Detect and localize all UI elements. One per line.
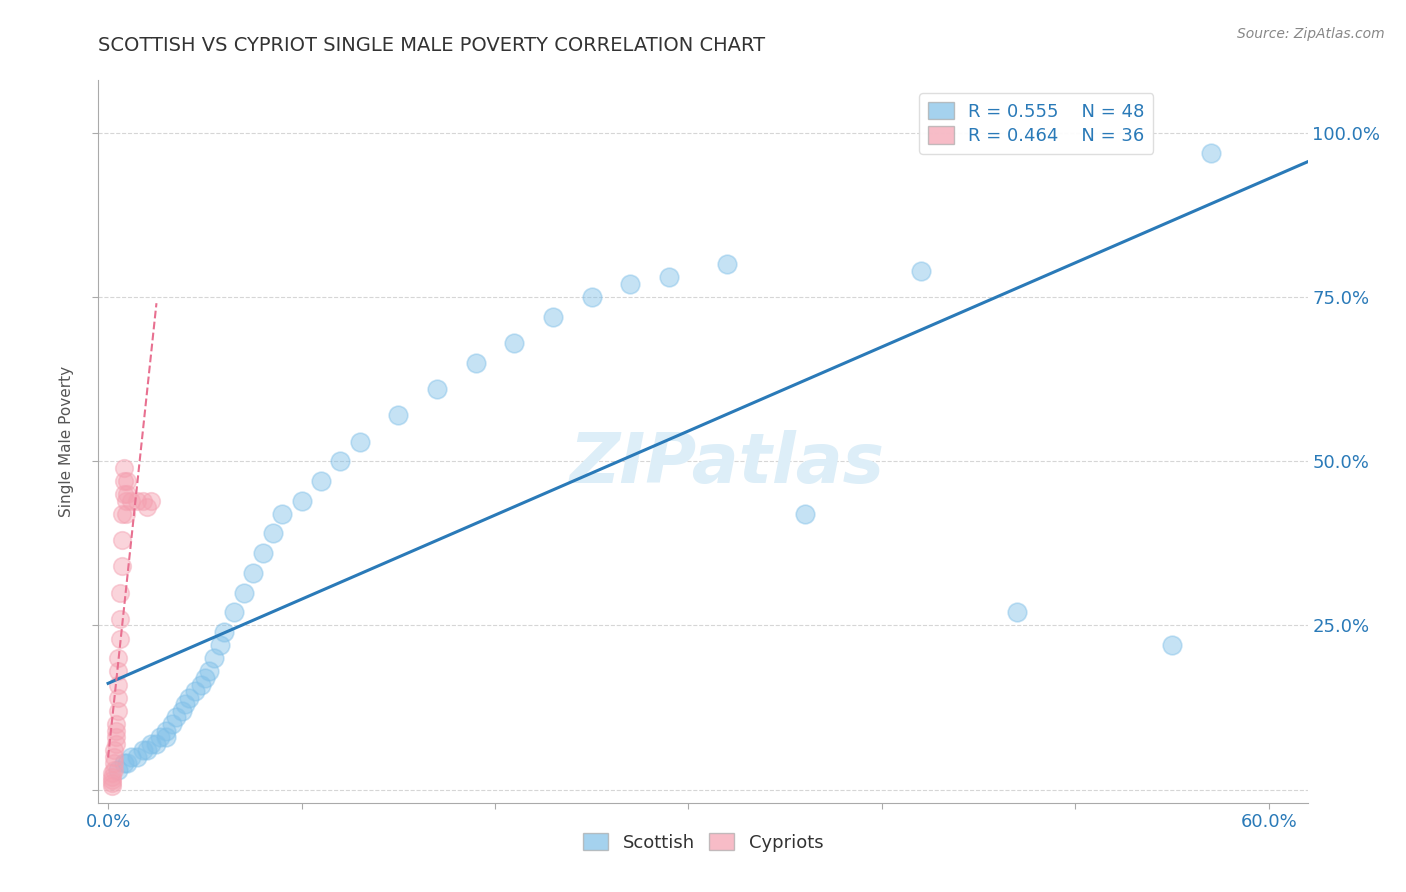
Point <box>581 290 603 304</box>
Point <box>170 704 193 718</box>
Point <box>149 730 172 744</box>
Point <box>165 710 187 724</box>
Point <box>111 559 134 574</box>
Point <box>104 723 127 738</box>
Point <box>658 270 681 285</box>
Point <box>619 277 641 291</box>
Point <box>174 698 197 712</box>
Point <box>103 763 125 777</box>
Point <box>309 474 332 488</box>
Point <box>104 717 127 731</box>
Text: Source: ZipAtlas.com: Source: ZipAtlas.com <box>1237 27 1385 41</box>
Point <box>112 460 135 475</box>
Point <box>107 704 129 718</box>
Point <box>101 772 124 787</box>
Point <box>242 566 264 580</box>
Point <box>112 756 135 771</box>
Point <box>127 749 149 764</box>
Point <box>139 493 162 508</box>
Point <box>135 500 157 515</box>
Point <box>160 717 183 731</box>
Point <box>387 409 409 423</box>
Point <box>290 493 312 508</box>
Point <box>194 671 217 685</box>
Legend: Scottish, Cypriots: Scottish, Cypriots <box>575 826 831 859</box>
Point <box>232 585 254 599</box>
Point <box>197 665 219 679</box>
Point <box>108 612 131 626</box>
Point <box>329 454 352 468</box>
Point <box>204 651 226 665</box>
Point <box>190 677 212 691</box>
Point <box>132 743 155 757</box>
Point <box>503 336 526 351</box>
Point <box>139 737 162 751</box>
Point <box>107 665 129 679</box>
Point <box>117 487 139 501</box>
Point <box>1007 605 1029 619</box>
Point <box>117 474 139 488</box>
Point <box>117 756 139 771</box>
Point <box>111 507 134 521</box>
Point <box>104 730 127 744</box>
Point <box>101 766 124 780</box>
Point <box>101 780 124 794</box>
Y-axis label: Single Male Poverty: Single Male Poverty <box>59 366 75 517</box>
Point <box>112 487 135 501</box>
Point <box>135 743 157 757</box>
Point <box>112 474 135 488</box>
Point <box>262 526 284 541</box>
Point <box>120 493 142 508</box>
Point <box>271 507 294 521</box>
Text: ZIPatlas: ZIPatlas <box>569 430 884 497</box>
Point <box>104 737 127 751</box>
Point <box>101 776 124 790</box>
Point <box>179 690 201 705</box>
Point <box>107 651 129 665</box>
Point <box>222 605 245 619</box>
Point <box>716 257 738 271</box>
Point <box>252 546 274 560</box>
Point <box>103 743 125 757</box>
Point <box>209 638 232 652</box>
Point <box>541 310 564 324</box>
Point <box>145 737 167 751</box>
Point <box>212 625 235 640</box>
Text: SCOTTISH VS CYPRIOT SINGLE MALE POVERTY CORRELATION CHART: SCOTTISH VS CYPRIOT SINGLE MALE POVERTY … <box>98 36 765 54</box>
Point <box>793 507 815 521</box>
Point <box>127 493 149 508</box>
Point <box>120 749 142 764</box>
Point <box>101 770 124 784</box>
Point <box>155 730 177 744</box>
Point <box>108 585 131 599</box>
Point <box>107 763 129 777</box>
Point <box>103 756 125 771</box>
Point <box>114 507 136 521</box>
Point <box>107 677 129 691</box>
Point <box>155 723 177 738</box>
Point <box>184 684 207 698</box>
Point <box>132 493 155 508</box>
Point <box>111 533 134 547</box>
Point <box>1199 145 1222 160</box>
Point <box>114 493 136 508</box>
Point <box>103 749 125 764</box>
Point <box>464 356 486 370</box>
Point <box>1161 638 1184 652</box>
Point <box>910 264 932 278</box>
Point <box>426 382 449 396</box>
Point <box>108 632 131 646</box>
Point <box>349 434 371 449</box>
Point <box>107 690 129 705</box>
